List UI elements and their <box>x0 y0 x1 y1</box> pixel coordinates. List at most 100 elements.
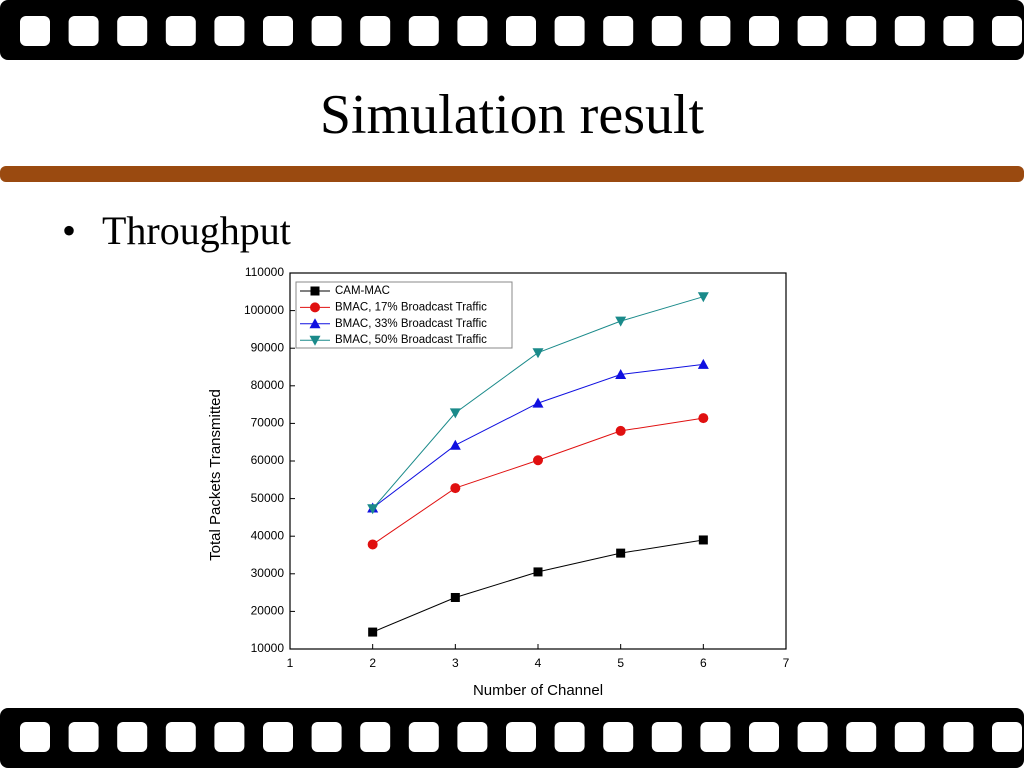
film-hole <box>360 722 391 752</box>
data-point <box>450 592 460 602</box>
film-hole <box>603 722 634 752</box>
film-hole <box>311 722 342 752</box>
film-hole <box>846 16 877 46</box>
film-hole <box>408 722 439 752</box>
x-tick-label: 4 <box>535 656 542 670</box>
x-tick-label: 6 <box>700 656 707 670</box>
film-hole <box>651 16 682 46</box>
legend-label: CAM-MAC <box>335 285 390 297</box>
film-hole <box>214 16 245 46</box>
data-point <box>367 539 378 550</box>
series-line <box>372 363 704 509</box>
film-hole <box>506 722 536 752</box>
data-point <box>367 504 379 515</box>
legend-label: BMAC, 50% Broadcast Traffic <box>335 334 487 346</box>
film-hole <box>165 16 196 46</box>
y-tick-label: 110000 <box>245 265 284 279</box>
y-tick-label: 30000 <box>251 566 285 580</box>
data-point <box>615 425 626 436</box>
data-point <box>615 316 627 327</box>
film-hole <box>457 722 488 752</box>
film-hole <box>311 16 342 46</box>
film-hole <box>992 16 1022 46</box>
x-tick-label: 7 <box>783 656 790 670</box>
slide-title: Simulation result <box>320 84 705 146</box>
legend-marker <box>310 286 320 296</box>
y-tick-label: 100000 <box>244 303 284 317</box>
film-hole <box>894 16 925 46</box>
film-hole <box>943 16 974 46</box>
bullet-dot: • <box>62 208 76 253</box>
data-point <box>449 439 461 450</box>
film-hole <box>408 16 439 46</box>
film-hole <box>20 722 50 752</box>
film-hole <box>165 722 196 752</box>
data-point <box>450 483 461 494</box>
film-hole <box>554 722 585 752</box>
legend-label: BMAC, 33% Broadcast Traffic <box>335 318 487 330</box>
x-tick-label: 1 <box>287 656 294 670</box>
chart: Number of Channel Total Packets Transmit… <box>207 265 790 699</box>
x-tick-label: 5 <box>617 656 624 670</box>
film-hole <box>263 16 293 46</box>
data-point <box>616 548 626 558</box>
film-hole <box>117 16 148 46</box>
film-holes <box>20 16 1022 752</box>
film-hole <box>554 16 585 46</box>
film-hole <box>797 16 828 46</box>
series-line <box>372 539 704 633</box>
series-line <box>372 417 704 545</box>
bullet-text: Throughput <box>102 208 291 253</box>
data-point <box>698 413 709 424</box>
y-tick-label: 50000 <box>251 491 285 505</box>
legend-marker <box>309 335 321 346</box>
film-hole <box>846 722 877 752</box>
y-tick-label: 60000 <box>251 453 285 467</box>
data-point <box>698 535 708 545</box>
title-rule <box>0 166 1024 182</box>
data-point <box>615 369 627 380</box>
y-tick-label: 10000 <box>251 641 285 655</box>
film-hole <box>360 16 391 46</box>
film-hole <box>749 722 779 752</box>
y-tick-label: 70000 <box>251 416 285 430</box>
legend-label: BMAC, 17% Broadcast Traffic <box>335 301 487 313</box>
y-tick-label: 40000 <box>251 528 285 542</box>
data-point <box>533 455 543 466</box>
film-hole <box>20 16 50 46</box>
legend-box <box>295 281 513 349</box>
film-hole <box>506 16 536 46</box>
film-hole <box>603 16 634 46</box>
legend-marker <box>309 318 321 329</box>
film-hole <box>894 722 925 752</box>
data-point <box>697 358 709 369</box>
film-hole <box>651 722 682 752</box>
film-hole <box>214 722 245 752</box>
data-point <box>532 397 544 408</box>
film-hole <box>992 722 1022 752</box>
y-tick-label: 90000 <box>251 340 285 354</box>
x-tick-label: 3 <box>452 656 459 670</box>
data-point <box>532 348 544 359</box>
x-tick-label: 2 <box>369 656 376 670</box>
film-hole <box>117 722 148 752</box>
film-hole <box>700 722 731 752</box>
y-axis-label: Total Packets Transmitted <box>207 389 224 561</box>
data-point <box>697 292 709 303</box>
film-hole <box>68 16 99 46</box>
legend-marker <box>310 302 320 313</box>
y-tick-label: 20000 <box>251 604 285 618</box>
film-hole <box>457 16 488 46</box>
film-hole <box>943 722 974 752</box>
film-hole <box>68 722 99 752</box>
data-point <box>368 627 378 637</box>
x-axis-label: Number of Channel <box>473 682 603 699</box>
film-hole <box>700 16 731 46</box>
film-hole <box>797 722 828 752</box>
data-point <box>533 567 543 577</box>
film-hole <box>749 16 779 46</box>
data-point <box>449 408 461 419</box>
film-hole <box>263 722 293 752</box>
